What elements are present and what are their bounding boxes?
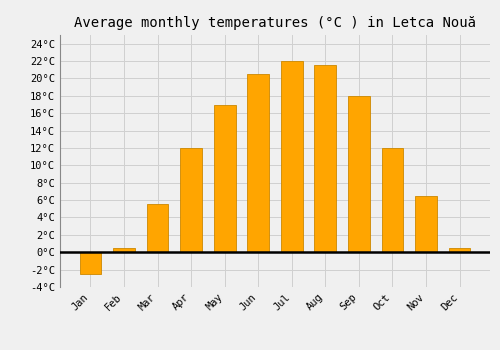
Bar xyxy=(214,105,236,252)
Bar xyxy=(80,252,102,274)
Bar xyxy=(348,96,370,252)
Title: Average monthly temperatures (°C ) in Letca Nouă: Average monthly temperatures (°C ) in Le… xyxy=(74,16,476,30)
Bar xyxy=(314,65,336,252)
Bar xyxy=(113,248,135,252)
Bar xyxy=(382,148,404,252)
Bar xyxy=(248,74,269,252)
Bar xyxy=(415,196,437,252)
Bar xyxy=(180,148,202,252)
Bar xyxy=(448,248,470,252)
Bar xyxy=(281,61,302,252)
Bar xyxy=(146,204,169,252)
